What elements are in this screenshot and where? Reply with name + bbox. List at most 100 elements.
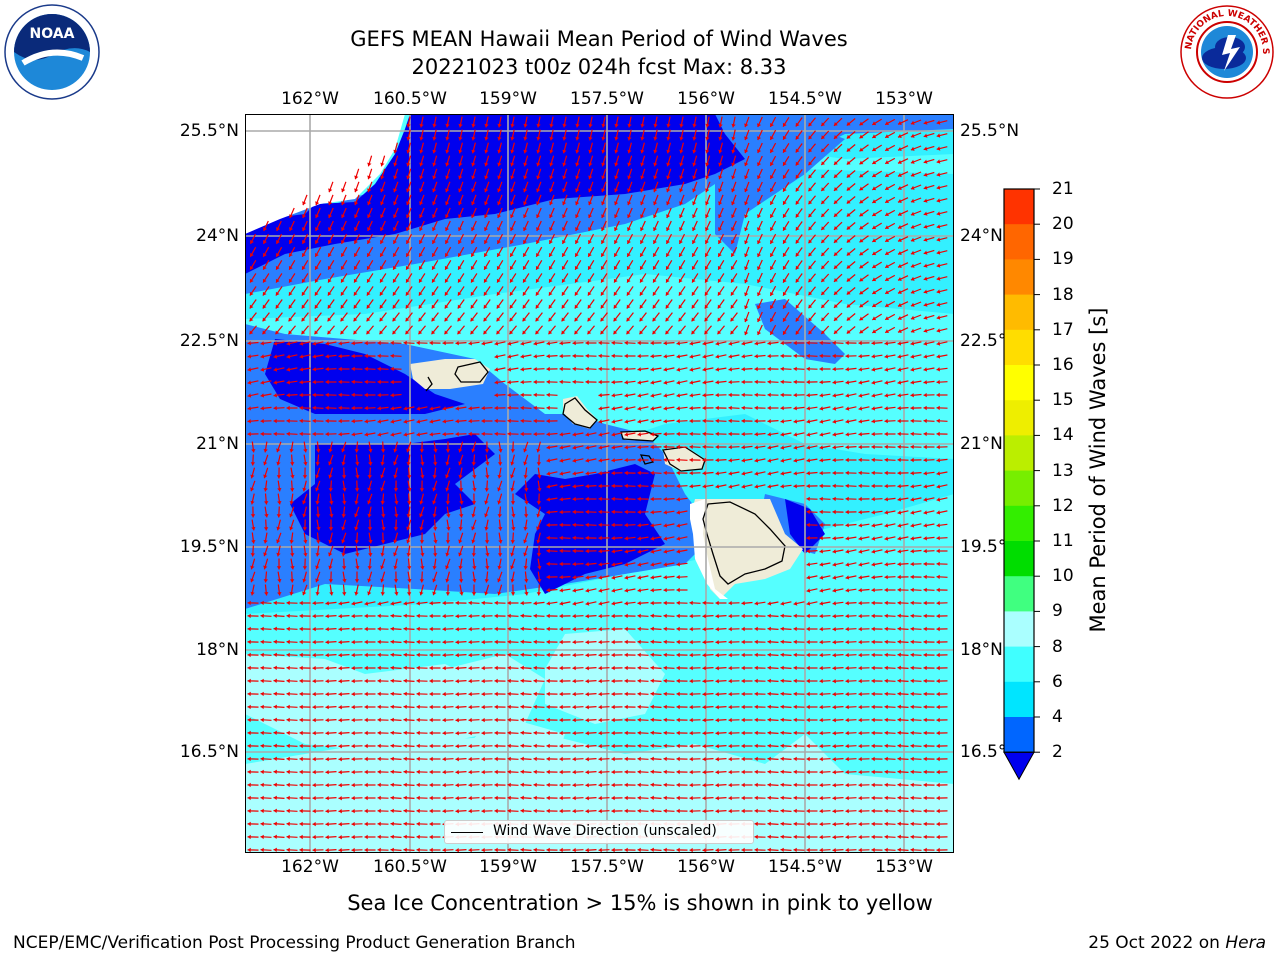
wave-direction-arrow bbox=[832, 366, 844, 372]
wave-direction-arrow bbox=[846, 248, 856, 256]
wave-direction-arrow bbox=[497, 142, 502, 154]
wave-direction-arrow bbox=[859, 209, 869, 217]
wave-direction-arrow bbox=[793, 419, 805, 424]
wave-direction-arrow bbox=[846, 326, 856, 334]
wave-direction-arrow bbox=[432, 181, 438, 193]
wave-direction-arrow bbox=[405, 286, 413, 296]
wave-direction-arrow bbox=[795, 117, 803, 127]
wave-direction-arrow bbox=[795, 312, 803, 322]
wave-direction-arrow bbox=[418, 325, 426, 335]
wave-direction-arrow bbox=[884, 354, 896, 359]
wave-direction-arrow bbox=[780, 405, 792, 411]
wave-direction-arrow bbox=[406, 194, 412, 206]
wave-direction-arrow bbox=[429, 432, 441, 437]
wave-direction-arrow bbox=[601, 181, 607, 193]
wave-direction-arrow bbox=[923, 171, 935, 177]
wave-direction-arrow bbox=[858, 419, 870, 424]
wave-direction-arrow bbox=[795, 286, 803, 296]
wave-direction-arrow bbox=[808, 299, 816, 309]
wave-direction-arrow bbox=[301, 233, 309, 245]
wave-direction-arrow bbox=[650, 354, 662, 359]
wave-direction-arrow bbox=[611, 353, 623, 359]
wave-direction-arrow bbox=[575, 181, 581, 193]
wave-direction-arrow bbox=[390, 432, 402, 437]
wave-direction-arrow bbox=[731, 129, 736, 141]
wave-direction-arrow bbox=[936, 354, 948, 359]
wave-direction-arrow bbox=[640, 155, 646, 167]
wave-direction-arrow bbox=[704, 273, 712, 283]
wave-direction-arrow bbox=[704, 246, 712, 258]
wave-direction-arrow bbox=[652, 299, 660, 309]
coastline bbox=[639, 454, 655, 465]
period-8-9-region bbox=[245, 734, 954, 853]
wave-direction-arrow bbox=[351, 353, 363, 359]
wave-direction-arrow bbox=[419, 142, 424, 154]
wave-direction-arrow bbox=[522, 246, 530, 258]
wave-direction-arrow bbox=[665, 233, 673, 245]
wave-direction-arrow bbox=[561, 286, 569, 296]
wave-direction-arrow bbox=[286, 393, 298, 398]
wave-direction-arrow bbox=[457, 273, 465, 283]
wave-direction-arrow bbox=[262, 259, 270, 271]
wave-direction-arrow bbox=[718, 194, 724, 206]
wave-direction-arrow bbox=[455, 431, 467, 437]
wave-direction-arrow bbox=[692, 194, 698, 206]
wave-direction-arrow bbox=[650, 419, 662, 424]
wave-direction-arrow bbox=[665, 299, 673, 309]
wave-direction-arrow bbox=[510, 155, 516, 167]
wave-direction-arrow bbox=[299, 405, 311, 411]
wave-direction-arrow bbox=[575, 168, 581, 180]
wave-direction-arrow bbox=[536, 207, 542, 219]
wave-direction-arrow bbox=[598, 406, 610, 411]
wave-direction-arrow bbox=[509, 312, 517, 322]
credit-text: NCEP/EMC/Verification Post Processing Pr… bbox=[13, 933, 576, 953]
wave-direction-arrow bbox=[846, 261, 856, 269]
wave-direction-arrow bbox=[496, 259, 504, 271]
wave-direction-arrow bbox=[833, 182, 843, 192]
wave-direction-arrow bbox=[769, 298, 777, 310]
wave-direction-arrow bbox=[523, 194, 529, 206]
wave-direction-arrow bbox=[302, 207, 308, 219]
wave-direction-arrow bbox=[535, 312, 543, 322]
wave-direction-arrow bbox=[845, 353, 857, 359]
wave-direction-arrow bbox=[923, 158, 935, 164]
wave-direction-arrow bbox=[793, 366, 805, 372]
wave-direction-arrow bbox=[704, 325, 712, 335]
wave-direction-arrow bbox=[757, 311, 763, 323]
wave-direction-arrow bbox=[613, 259, 621, 271]
wave-direction-arrow bbox=[910, 223, 922, 229]
wave-direction-arrow bbox=[288, 259, 296, 271]
wave-direction-arrow bbox=[702, 418, 714, 424]
wave-direction-arrow bbox=[910, 171, 922, 177]
wave-direction-arrow bbox=[509, 273, 517, 283]
wave-direction-arrow bbox=[301, 273, 309, 283]
wave-direction-arrow bbox=[808, 260, 816, 270]
wave-direction-arrow bbox=[353, 325, 361, 335]
wave-direction-arrow bbox=[757, 194, 763, 206]
wave-direction-arrow bbox=[793, 379, 805, 385]
wave-direction-arrow bbox=[744, 168, 750, 180]
wave-direction-arrow bbox=[484, 129, 489, 141]
wave-direction-arrow bbox=[561, 233, 569, 245]
wave-direction-arrow bbox=[666, 194, 672, 206]
wave-direction-arrow bbox=[416, 432, 428, 437]
wave-direction-arrow bbox=[549, 142, 554, 154]
wave-direction-arrow bbox=[340, 312, 348, 322]
wave-direction-arrow bbox=[546, 354, 558, 359]
wave-direction-arrow bbox=[442, 340, 454, 346]
wave-direction-arrow bbox=[418, 246, 426, 258]
colorbar-tick-label: 18 bbox=[1052, 284, 1074, 305]
wave-direction-arrow bbox=[393, 155, 399, 167]
wave-direction-arrow bbox=[782, 220, 790, 232]
wave-direction-arrow bbox=[549, 181, 555, 193]
wave-direction-arrow bbox=[562, 142, 567, 154]
wave-direction-arrow bbox=[419, 181, 425, 193]
wave-direction-arrow bbox=[392, 246, 400, 258]
wave-direction-arrow bbox=[379, 246, 387, 258]
noaa-logo: NOAA bbox=[3, 3, 101, 105]
wave-direction-arrow bbox=[717, 286, 725, 296]
wave-direction-arrow bbox=[871, 170, 883, 178]
wave-direction-arrow bbox=[273, 380, 285, 385]
wave-direction-arrow bbox=[676, 418, 688, 424]
wave-direction-arrow bbox=[846, 287, 856, 295]
